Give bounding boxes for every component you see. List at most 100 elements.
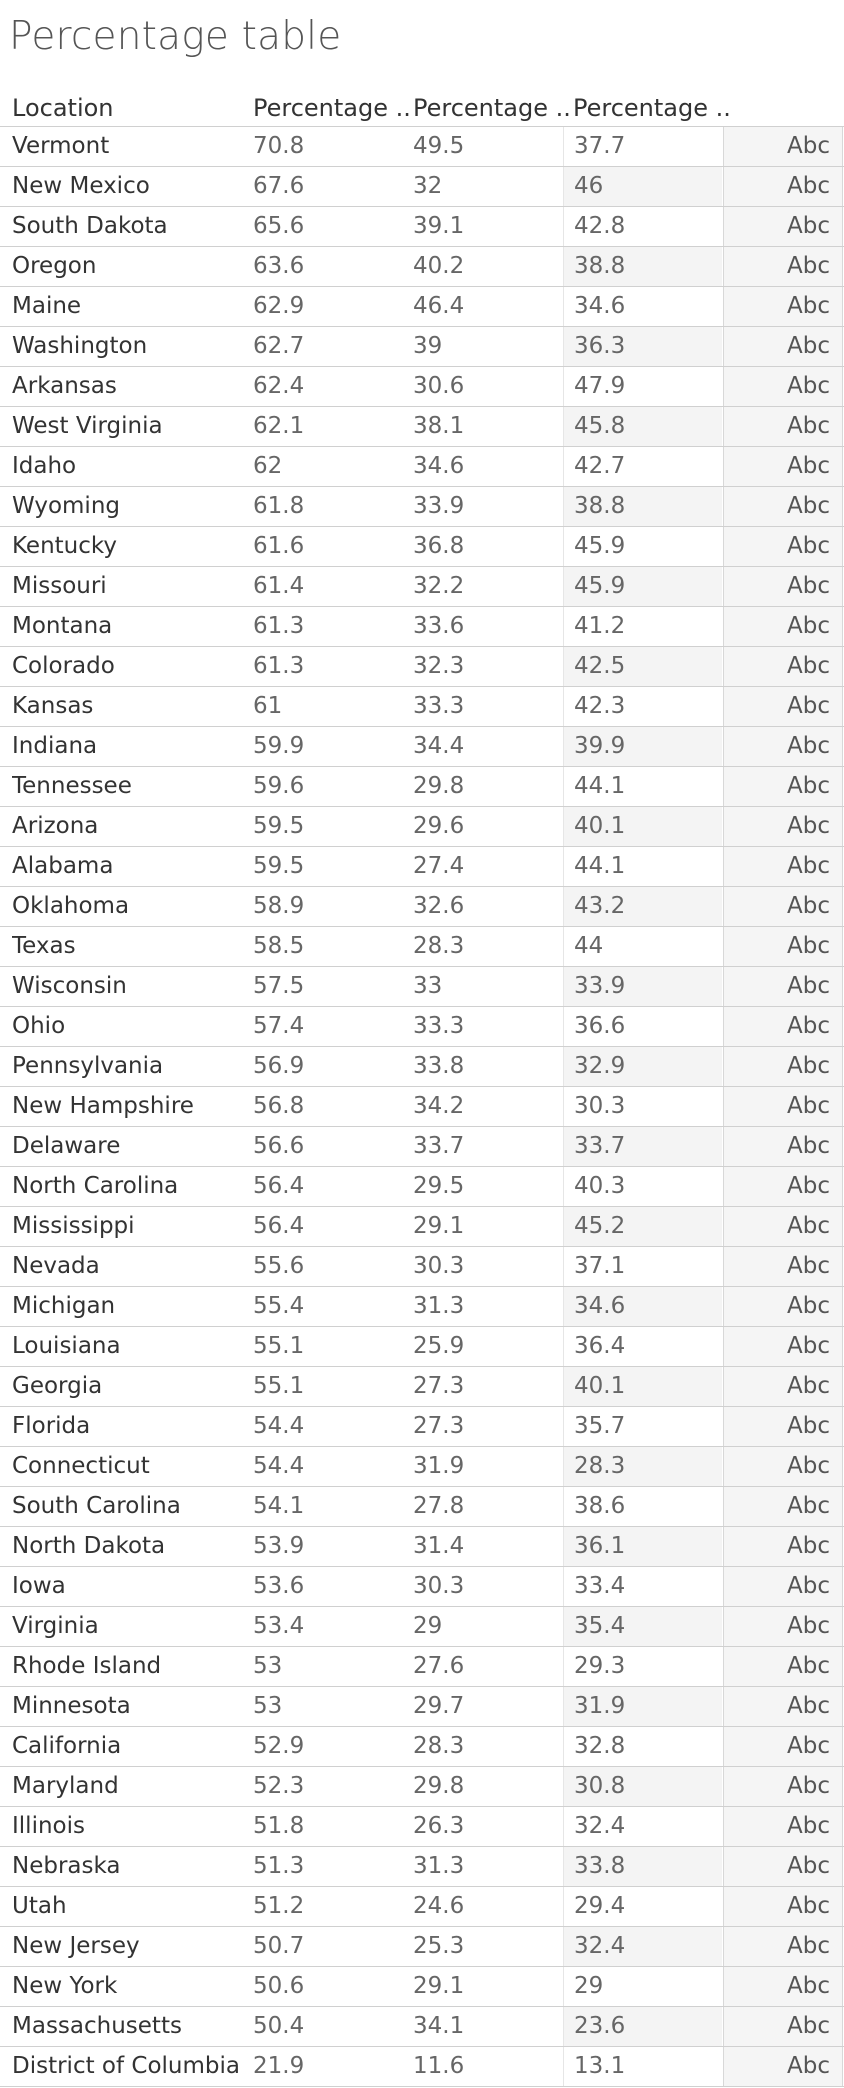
table-row[interactable]: South Carolina 54.1 27.8 38.6 Abc: [0, 1486, 844, 1526]
percentage-3-cell: 44: [563, 927, 722, 966]
percentage-1-cell: 59.9: [253, 733, 305, 759]
table-row[interactable]: District of Columbia 21.9 11.6 13.1 Abc: [0, 2046, 844, 2087]
abc-cell: Abc: [723, 1247, 843, 1286]
location-cell: Idaho: [12, 453, 77, 479]
abc-cell: Abc: [723, 1207, 843, 1246]
location-cell: Connecticut: [12, 1453, 150, 1479]
percentage-1-cell: 53: [253, 1653, 283, 1679]
percentage-3-cell: 30.3: [563, 1087, 722, 1126]
table-row[interactable]: New Hampshire 56.8 34.2 30.3 Abc: [0, 1086, 844, 1126]
table-row[interactable]: Rhode Island 53 27.6 29.3 Abc: [0, 1646, 844, 1686]
table-row[interactable]: Vermont 70.8 49.5 37.7 Abc: [0, 126, 844, 166]
table-row[interactable]: Nebraska 51.3 31.3 33.8 Abc: [0, 1846, 844, 1886]
table-row[interactable]: Ohio 57.4 33.3 36.6 Abc: [0, 1006, 844, 1046]
abc-cell: Abc: [723, 1127, 843, 1166]
table-row[interactable]: Missouri 61.4 32.2 45.9 Abc: [0, 566, 844, 606]
percentage-3-cell: 40.1: [563, 807, 722, 846]
location-cell: New Hampshire: [12, 1093, 194, 1119]
percentage-1-cell: 59.6: [253, 773, 305, 799]
percentage-1-cell: 62.9: [253, 293, 305, 319]
table-row[interactable]: Pennsylvania 56.9 33.8 32.9 Abc: [0, 1046, 844, 1086]
percentage-3-cell: 36.6: [563, 1007, 722, 1046]
column-header-percentage-2[interactable]: Percentage ..: [413, 94, 571, 122]
location-cell: Maine: [12, 293, 82, 319]
percentage-3-cell: 36.4: [563, 1327, 722, 1366]
table-row[interactable]: Montana 61.3 33.6 41.2 Abc: [0, 606, 844, 646]
table-row[interactable]: Florida 54.4 27.3 35.7 Abc: [0, 1406, 844, 1446]
percentage-3-cell: 47.9: [563, 367, 722, 406]
percentage-1-cell: 53: [253, 1693, 283, 1719]
table-row[interactable]: New Mexico 67.6 32 46 Abc: [0, 166, 844, 206]
table-row[interactable]: Oregon 63.6 40.2 38.8 Abc: [0, 246, 844, 286]
table-row[interactable]: New Jersey 50.7 25.3 32.4 Abc: [0, 1926, 844, 1966]
percentage-1-cell: 53.9: [253, 1533, 305, 1559]
abc-cell: Abc: [723, 1807, 843, 1846]
percentage-1-cell: 59.5: [253, 853, 305, 879]
column-header-percentage-3[interactable]: Percentage ..: [573, 94, 731, 122]
table-row[interactable]: Michigan 55.4 31.3 34.6 Abc: [0, 1286, 844, 1326]
percentage-2-cell: 33.3: [413, 1013, 465, 1039]
table-row[interactable]: Connecticut 54.4 31.9 28.3 Abc: [0, 1446, 844, 1486]
percentage-3-cell: 29.4: [563, 1887, 722, 1926]
table-row[interactable]: Illinois 51.8 26.3 32.4 Abc: [0, 1806, 844, 1846]
table-row[interactable]: Minnesota 53 29.7 31.9 Abc: [0, 1686, 844, 1726]
table-row[interactable]: Washington 62.7 39 36.3 Abc: [0, 326, 844, 366]
table-row[interactable]: Alabama 59.5 27.4 44.1 Abc: [0, 846, 844, 886]
table-row[interactable]: New York 50.6 29.1 29 Abc: [0, 1966, 844, 2006]
percentage-3-cell: 38.8: [563, 487, 722, 526]
table-row[interactable]: Maine 62.9 46.4 34.6 Abc: [0, 286, 844, 326]
percentage-3-cell: 34.6: [563, 1287, 722, 1326]
percentage-3-cell: 30.8: [563, 1767, 722, 1806]
table-row[interactable]: Georgia 55.1 27.3 40.1 Abc: [0, 1366, 844, 1406]
location-cell: New York: [12, 1973, 118, 1999]
table-row[interactable]: Mississippi 56.4 29.1 45.2 Abc: [0, 1206, 844, 1246]
abc-cell: Abc: [723, 327, 843, 366]
table-row[interactable]: Idaho 62 34.6 42.7 Abc: [0, 446, 844, 486]
percentage-1-cell: 51.2: [253, 1893, 305, 1919]
table-row[interactable]: Iowa 53.6 30.3 33.4 Abc: [0, 1566, 844, 1606]
table-row[interactable]: West Virginia 62.1 38.1 45.8 Abc: [0, 406, 844, 446]
table-row[interactable]: Indiana 59.9 34.4 39.9 Abc: [0, 726, 844, 766]
table-row[interactable]: Colorado 61.3 32.3 42.5 Abc: [0, 646, 844, 686]
table-row[interactable]: Louisiana 55.1 25.9 36.4 Abc: [0, 1326, 844, 1366]
percentage-3-cell: 36.3: [563, 327, 722, 366]
percentage-1-cell: 56.6: [253, 1133, 305, 1159]
table-row[interactable]: Arizona 59.5 29.6 40.1 Abc: [0, 806, 844, 846]
table-row[interactable]: Delaware 56.6 33.7 33.7 Abc: [0, 1126, 844, 1166]
table-row[interactable]: Kentucky 61.6 36.8 45.9 Abc: [0, 526, 844, 566]
table-row[interactable]: Tennessee 59.6 29.8 44.1 Abc: [0, 766, 844, 806]
location-cell: South Carolina: [12, 1493, 181, 1519]
abc-cell: Abc: [723, 1607, 843, 1646]
abc-cell: Abc: [723, 1287, 843, 1326]
abc-cell: Abc: [723, 447, 843, 486]
location-cell: New Mexico: [12, 173, 150, 199]
table-row[interactable]: Maryland 52.3 29.8 30.8 Abc: [0, 1766, 844, 1806]
percentage-1-cell: 61.6: [253, 533, 305, 559]
abc-cell: Abc: [723, 287, 843, 326]
percentage-2-cell: 40.2: [413, 253, 465, 279]
location-cell: Ohio: [12, 1013, 66, 1039]
percentage-3-cell: 40.3: [563, 1167, 722, 1206]
column-header-percentage-1[interactable]: Percentage ..: [253, 94, 411, 122]
table-row[interactable]: Massachusetts 50.4 34.1 23.6 Abc: [0, 2006, 844, 2046]
table-row[interactable]: North Carolina 56.4 29.5 40.3 Abc: [0, 1166, 844, 1206]
table-row[interactable]: Wyoming 61.8 33.9 38.8 Abc: [0, 486, 844, 526]
column-header-location[interactable]: Location: [12, 94, 114, 122]
table-row[interactable]: California 52.9 28.3 32.8 Abc: [0, 1726, 844, 1766]
percentage-2-cell: 24.6: [413, 1893, 465, 1919]
abc-cell: Abc: [723, 1007, 843, 1046]
abc-cell: Abc: [723, 367, 843, 406]
table-row[interactable]: Utah 51.2 24.6 29.4 Abc: [0, 1886, 844, 1926]
table-row[interactable]: Nevada 55.6 30.3 37.1 Abc: [0, 1246, 844, 1286]
location-cell: Arizona: [12, 813, 99, 839]
table-row[interactable]: Kansas 61 33.3 42.3 Abc: [0, 686, 844, 726]
table-row[interactable]: Texas 58.5 28.3 44 Abc: [0, 926, 844, 966]
location-cell: South Dakota: [12, 213, 168, 239]
table-row[interactable]: Arkansas 62.4 30.6 47.9 Abc: [0, 366, 844, 406]
table-row[interactable]: Virginia 53.4 29 35.4 Abc: [0, 1606, 844, 1646]
table-row[interactable]: Oklahoma 58.9 32.6 43.2 Abc: [0, 886, 844, 926]
table-row[interactable]: Wisconsin 57.5 33 33.9 Abc: [0, 966, 844, 1006]
percentage-1-cell: 67.6: [253, 173, 305, 199]
table-row[interactable]: North Dakota 53.9 31.4 36.1 Abc: [0, 1526, 844, 1566]
table-row[interactable]: South Dakota 65.6 39.1 42.8 Abc: [0, 206, 844, 246]
